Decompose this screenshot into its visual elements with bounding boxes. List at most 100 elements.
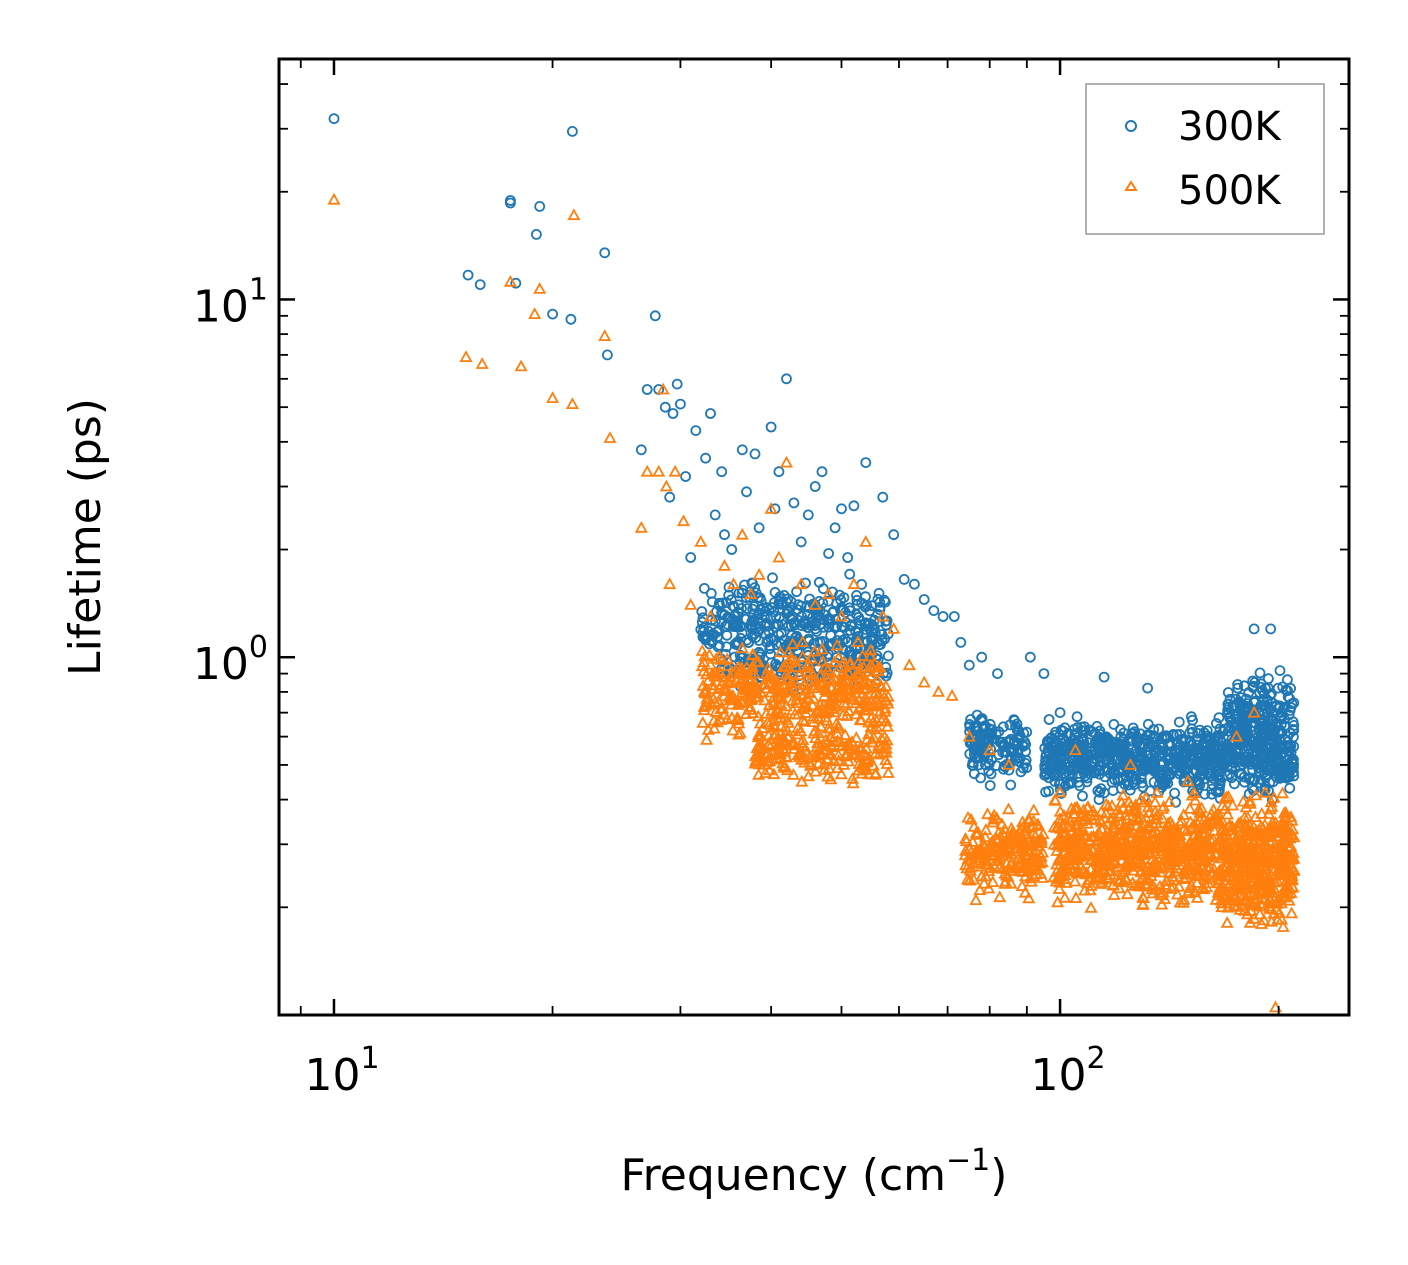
data-point bbox=[1285, 740, 1297, 752]
data-point bbox=[781, 730, 795, 742]
data-point bbox=[1256, 732, 1267, 744]
data-point bbox=[752, 767, 766, 780]
data-point bbox=[871, 739, 886, 751]
data-point bbox=[744, 587, 758, 600]
data-point bbox=[1198, 869, 1212, 882]
data-point bbox=[1202, 759, 1214, 770]
data-point bbox=[724, 613, 736, 624]
data-point bbox=[866, 600, 878, 612]
plot-frame bbox=[277, 57, 1351, 1017]
data-point bbox=[917, 675, 931, 688]
data-point bbox=[817, 689, 831, 702]
data-point bbox=[567, 208, 581, 221]
data-point bbox=[782, 673, 796, 686]
data-point bbox=[869, 686, 883, 698]
data-point bbox=[834, 682, 848, 695]
data-point bbox=[830, 638, 844, 651]
data-point bbox=[1083, 750, 1095, 762]
data-point bbox=[1011, 718, 1023, 730]
data-point bbox=[1168, 864, 1182, 877]
data-point bbox=[503, 274, 517, 287]
data-point bbox=[1060, 830, 1075, 842]
data-point bbox=[531, 228, 542, 240]
data-point bbox=[1153, 723, 1165, 735]
data-point bbox=[860, 762, 874, 775]
data-point bbox=[811, 626, 822, 637]
data-point bbox=[714, 702, 728, 715]
data-point bbox=[779, 658, 793, 671]
data-point bbox=[806, 667, 820, 680]
data-point bbox=[1177, 822, 1191, 835]
data-point bbox=[795, 635, 810, 647]
data-point bbox=[756, 740, 770, 753]
data-point bbox=[1015, 860, 1029, 873]
data-point bbox=[777, 678, 791, 691]
data-point bbox=[1190, 891, 1204, 903]
data-point bbox=[806, 698, 820, 711]
data-point bbox=[838, 728, 852, 740]
data-point bbox=[1221, 900, 1235, 913]
data-point bbox=[1051, 749, 1063, 761]
data-point bbox=[1287, 724, 1299, 735]
data-point bbox=[755, 595, 767, 607]
data-point bbox=[769, 752, 783, 765]
data-point bbox=[1149, 764, 1161, 776]
data-point bbox=[1053, 875, 1067, 888]
data-point bbox=[1057, 748, 1068, 760]
data-point bbox=[788, 497, 800, 509]
data-point bbox=[811, 726, 825, 738]
data-point bbox=[1077, 790, 1088, 802]
data-point bbox=[1132, 766, 1144, 778]
data-point bbox=[990, 760, 1002, 771]
data-point bbox=[1156, 802, 1170, 814]
data-point bbox=[945, 688, 959, 701]
data-point bbox=[1031, 853, 1045, 866]
data-point bbox=[1197, 812, 1211, 825]
data-point bbox=[1174, 729, 1186, 740]
data-point bbox=[809, 481, 821, 492]
data-point bbox=[726, 577, 741, 590]
data-point bbox=[1218, 823, 1232, 836]
data-point bbox=[858, 676, 872, 689]
data-point bbox=[1253, 907, 1267, 920]
y-tick-label-10-1: 101 bbox=[193, 273, 268, 333]
data-point bbox=[1128, 779, 1140, 791]
data-point bbox=[1255, 806, 1269, 819]
data-point bbox=[790, 727, 804, 740]
data-point bbox=[1084, 862, 1098, 875]
data-point bbox=[328, 113, 340, 125]
data-point bbox=[1256, 700, 1268, 711]
data-point bbox=[1180, 843, 1194, 856]
data-point bbox=[533, 282, 547, 294]
data-point bbox=[809, 748, 823, 761]
data-point bbox=[1170, 854, 1184, 867]
data-point bbox=[1265, 890, 1280, 902]
data-point bbox=[1236, 709, 1247, 721]
data-point bbox=[1236, 898, 1250, 911]
data-point bbox=[699, 682, 713, 695]
data-point bbox=[1251, 825, 1265, 838]
data-point bbox=[1058, 844, 1073, 857]
data-point bbox=[808, 644, 822, 657]
data-point bbox=[728, 693, 742, 705]
data-point bbox=[723, 581, 735, 593]
data-point bbox=[1052, 882, 1066, 894]
data-point bbox=[1249, 788, 1263, 801]
data-point bbox=[801, 745, 815, 758]
data-point bbox=[978, 830, 992, 842]
data-point bbox=[766, 602, 778, 613]
data-point bbox=[685, 552, 697, 563]
data-point bbox=[817, 763, 832, 775]
data-point bbox=[1177, 863, 1191, 876]
data-point bbox=[969, 722, 980, 733]
data-point bbox=[1279, 866, 1293, 879]
data-point bbox=[1189, 858, 1203, 871]
data-point bbox=[1020, 754, 1032, 766]
data-point bbox=[1267, 776, 1279, 788]
data-point bbox=[717, 559, 732, 571]
data-point bbox=[795, 735, 809, 748]
data-point bbox=[510, 277, 522, 289]
data-point bbox=[1265, 914, 1279, 927]
data-point bbox=[1061, 810, 1076, 823]
data-point bbox=[1158, 892, 1172, 904]
